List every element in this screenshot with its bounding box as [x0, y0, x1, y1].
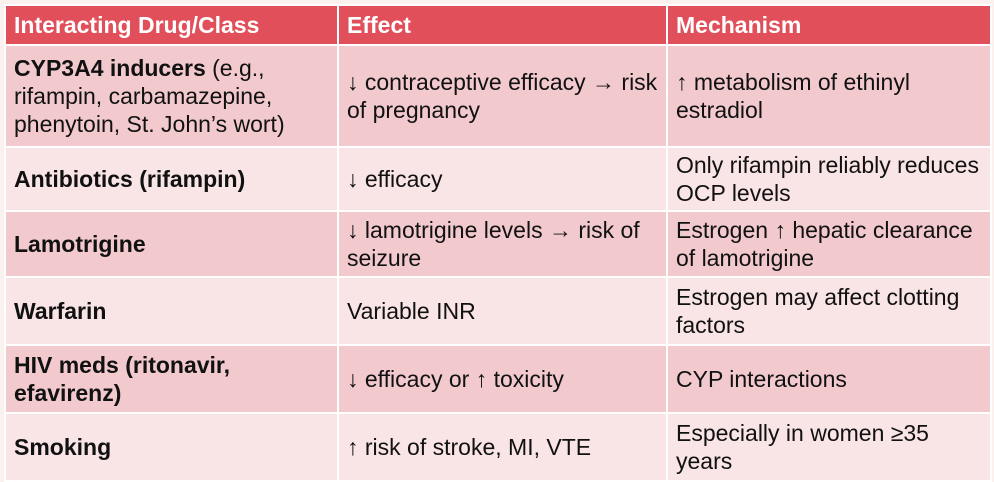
drug-interaction-table: Interacting Drug/Class Effect Mechanism …: [4, 4, 992, 482]
drug-cell: CYP3A4 inducers (e.g., rifampin, carbama…: [4, 44, 339, 148]
drug-cell: HIV meds (ritonavir, efavirenz): [4, 344, 339, 414]
drug-cell: Smoking: [4, 412, 339, 482]
table-row: Antibiotics (rifampin) ↓ efficacy Only r…: [4, 146, 992, 212]
mechanism-cell: Estrogen ↑ hepatic clearance of lamotrig…: [666, 210, 992, 278]
table-row: Lamotrigine ↓ lamotrigine levels → risk …: [4, 210, 992, 278]
header-interacting-drug: Interacting Drug/Class: [4, 4, 339, 46]
drug-name: Smoking: [14, 434, 112, 460]
effect-cell: ↑ risk of stroke, MI, VTE: [337, 412, 668, 482]
header-effect: Effect: [337, 4, 668, 46]
drug-name: Antibiotics (rifampin): [14, 166, 246, 192]
effect-cell: ↓ lamotrigine levels → risk of seizure: [337, 210, 668, 278]
effect-cell: ↓ efficacy or ↑ toxicity: [337, 344, 668, 414]
effect-cell: Variable INR: [337, 276, 668, 346]
drug-cell: Antibiotics (rifampin): [4, 146, 339, 212]
mechanism-cell: ↑ metabolism of ethinyl estradiol: [666, 44, 992, 148]
mechanism-cell: Only rifampin reliably reduces OCP level…: [666, 146, 992, 212]
table-row: Smoking ↑ risk of stroke, MI, VTE Especi…: [4, 412, 992, 482]
drug-name: Warfarin: [14, 298, 107, 324]
drug-cell: Lamotrigine: [4, 210, 339, 278]
effect-cell: ↓ efficacy: [337, 146, 668, 212]
drug-name: Lamotrigine: [14, 231, 146, 257]
drug-name: HIV meds (ritonavir, efavirenz): [14, 352, 231, 406]
drug-cell: Warfarin: [4, 276, 339, 346]
table-row: Warfarin Variable INR Estrogen may affec…: [4, 276, 992, 346]
effect-cell: ↓ contraceptive efficacy → risk of pregn…: [337, 44, 668, 148]
mechanism-cell: CYP interactions: [666, 344, 992, 414]
table-row: CYP3A4 inducers (e.g., rifampin, carbama…: [4, 44, 992, 148]
drug-name: CYP3A4 inducers: [14, 55, 206, 81]
table-header-row: Interacting Drug/Class Effect Mechanism: [4, 4, 992, 46]
mechanism-cell: Estrogen may affect clotting factors: [666, 276, 992, 346]
drug-examples: (e.g., rifampin, carbamazepine, phenytoi…: [14, 55, 285, 137]
header-mechanism: Mechanism: [666, 4, 992, 46]
mechanism-cell: Especially in women ≥35 years: [666, 412, 992, 482]
table-row: HIV meds (ritonavir, efavirenz) ↓ effica…: [4, 344, 992, 414]
